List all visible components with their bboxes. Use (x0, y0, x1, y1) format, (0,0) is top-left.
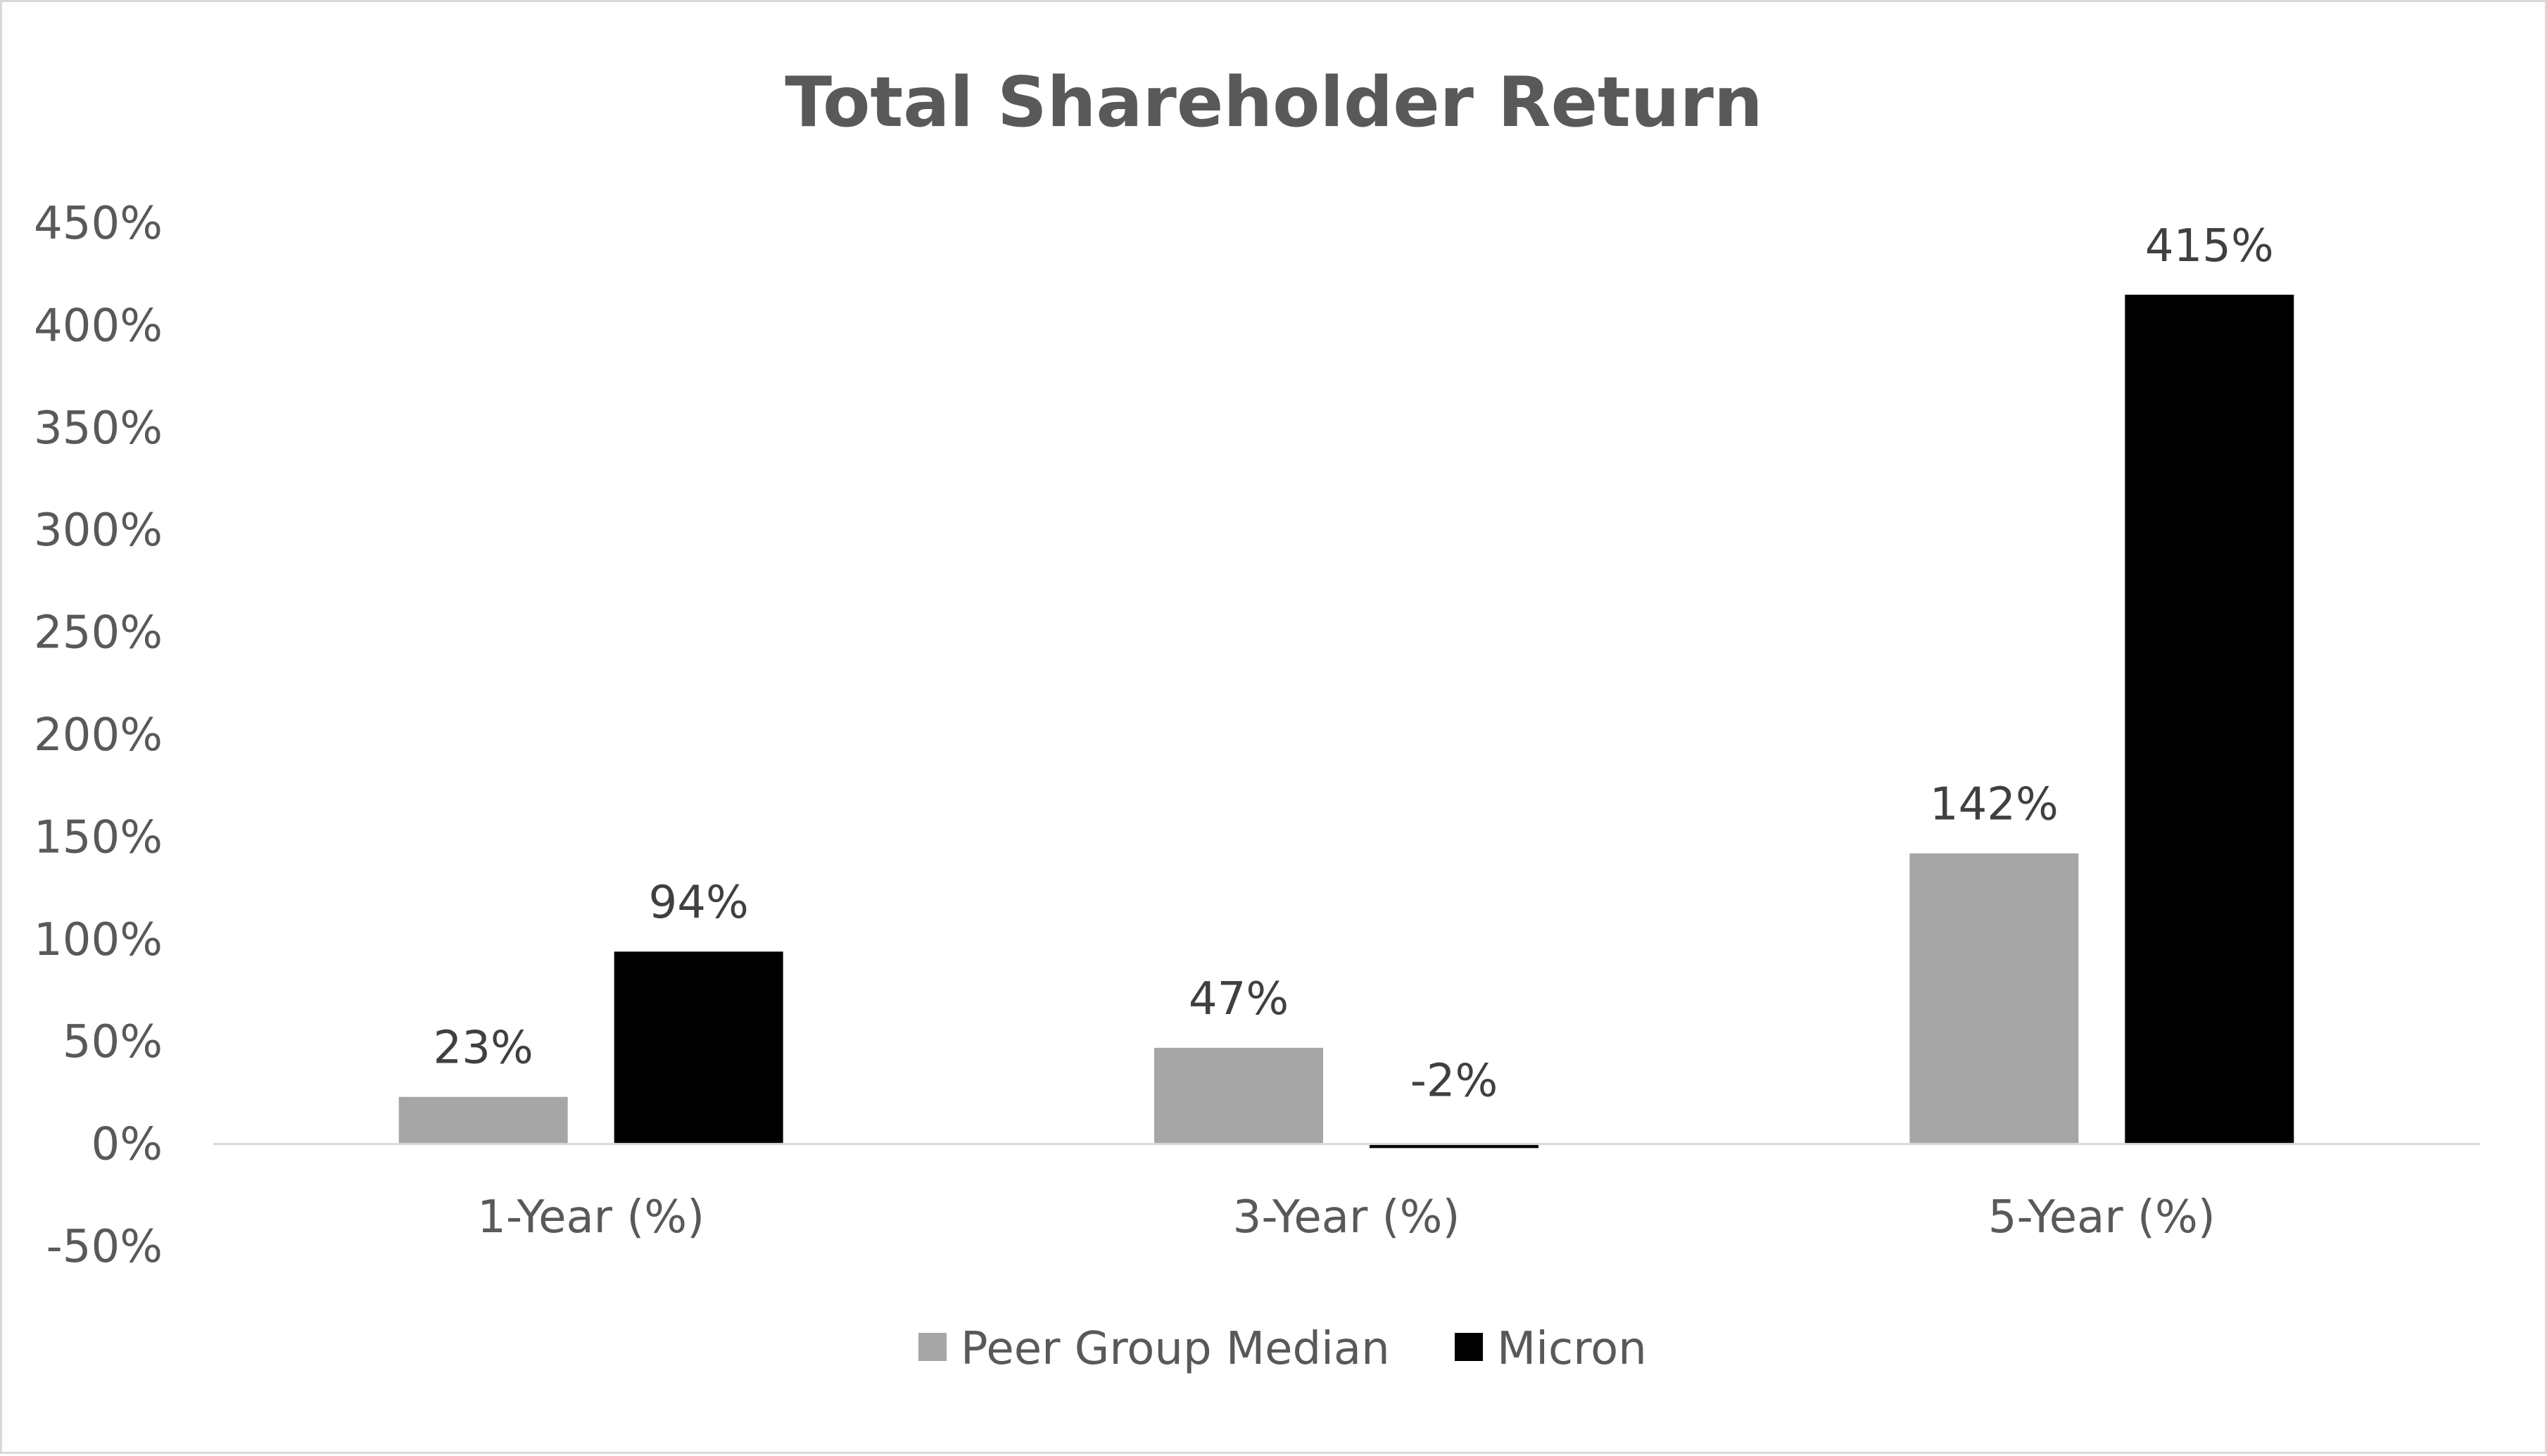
data-label: 47% (1189, 973, 1289, 1025)
bars (398, 294, 2294, 1148)
legend-swatch (1455, 1333, 1483, 1361)
bar-peer-0 (398, 1096, 568, 1144)
data-label: 23% (434, 1023, 533, 1075)
data-label: 142% (1930, 779, 2059, 831)
y-tick-label: 100% (34, 914, 163, 966)
data-label: 94% (649, 877, 749, 929)
legend-label: Peer Group Median (961, 1323, 1390, 1375)
category-label: 5-Year (%) (1988, 1191, 2216, 1243)
y-tick-label: 450% (34, 198, 163, 250)
y-tick-label: -50% (46, 1221, 163, 1273)
category-label: 3-Year (%) (1233, 1191, 1460, 1243)
legend: Peer Group Median Micron (918, 1323, 1647, 1375)
y-tick-label: 300% (34, 505, 163, 557)
category-labels: 1-Year (%) 3-Year (%) 5-Year (%) (477, 1191, 2215, 1243)
legend-label: Micron (1497, 1323, 1647, 1375)
y-tick-label: 350% (34, 403, 163, 455)
y-tick-label: 150% (34, 811, 163, 863)
y-axis-ticks: 450% 400% 350% 300% 250% 200% 150% 100% 50% 0% -50… (34, 198, 163, 1273)
y-tick-label: 400% (34, 300, 163, 352)
data-labels: 23% 94% 47% -2% 142% 415% (434, 220, 2274, 1108)
data-label: 415% (2145, 220, 2274, 272)
bar-micron-2 (2125, 294, 2294, 1144)
y-tick-label: 50% (63, 1016, 163, 1068)
bar-micron-1 (1370, 1144, 1538, 1148)
bar-peer-2 (1909, 853, 2079, 1144)
data-label: -2% (1410, 1056, 1498, 1108)
bar-peer-1 (1154, 1047, 1323, 1144)
y-tick-label: 250% (34, 607, 163, 659)
chart-title: Total Shareholder Return (785, 63, 1763, 143)
y-tick-label: 0% (91, 1119, 163, 1171)
y-tick-label: 200% (34, 709, 163, 761)
category-label: 1-Year (%) (477, 1191, 704, 1243)
bar-micron-0 (614, 951, 783, 1144)
legend-swatch (918, 1333, 947, 1361)
